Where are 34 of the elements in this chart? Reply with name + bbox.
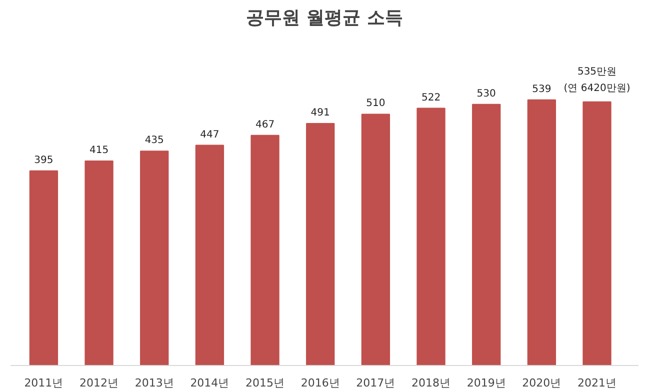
bar [195, 144, 224, 366]
bar [527, 99, 556, 366]
x-tick-label: 2014년 [190, 376, 230, 390]
x-tick-label: 2021년 [578, 376, 617, 390]
x-tick-label: 2015년 [246, 376, 285, 390]
bar [472, 104, 501, 366]
data-label: 435 [144, 135, 164, 146]
data-label: 395 [34, 154, 54, 166]
data-label: 510 [366, 98, 386, 110]
bar [250, 134, 280, 366]
bar [84, 160, 114, 366]
data-label: 415 [89, 145, 109, 156]
x-tick-label: 2016년 [300, 376, 340, 390]
bar [29, 170, 58, 366]
x-tick-label: 2013년 [134, 376, 174, 390]
data-label: 447 [200, 129, 220, 140]
x-tick-label: 2019년 [466, 376, 506, 390]
bar [416, 108, 446, 366]
x-tick-label: 2017년 [356, 376, 396, 390]
bar [361, 114, 390, 366]
data-label: 535만원 (연 6420만원) [564, 66, 630, 94]
bar [582, 101, 612, 366]
data-label: 539 [532, 84, 552, 95]
data-label: 491 [310, 108, 330, 119]
x-tick-label: 2018년 [412, 376, 451, 390]
bar [140, 150, 169, 366]
x-tick-label: 2020년 [522, 376, 562, 390]
x-tick-label: 2011년 [24, 376, 64, 390]
chart-title: 공무원 월평균 소득 [246, 8, 403, 28]
data-label: 530 [476, 88, 496, 100]
x-tick-label: 2012년 [80, 376, 119, 390]
data-label: 522 [421, 92, 441, 104]
data-label: 467 [255, 119, 275, 130]
bar [306, 123, 335, 366]
